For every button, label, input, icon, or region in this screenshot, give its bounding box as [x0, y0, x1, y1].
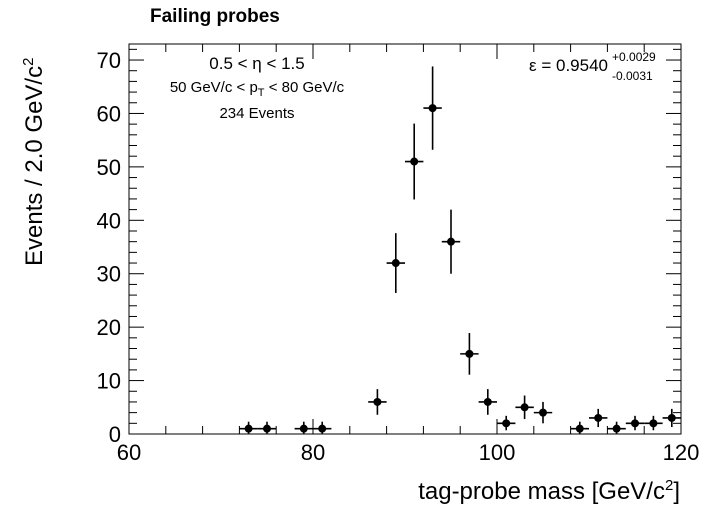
point-marker [373, 397, 382, 406]
y-tick-label: 10 [97, 369, 121, 394]
y-tick-label: 70 [97, 48, 121, 73]
point-marker [539, 408, 547, 417]
plot-frame [128, 43, 682, 435]
point-marker [575, 424, 584, 433]
data-point [423, 66, 442, 150]
data-point [662, 408, 681, 428]
data-points [239, 66, 681, 434]
data-point [625, 415, 645, 431]
point-marker [612, 424, 621, 433]
events-count-label: 234 Events [219, 105, 294, 122]
x-tick-label: 60 [117, 440, 141, 465]
point-marker [318, 424, 327, 433]
y-tick-label: 50 [97, 155, 121, 180]
y-tick-label: 0 [109, 422, 121, 447]
data-point [441, 209, 461, 274]
y-axis-title: Events / 2.0 GeV/c2 [20, 58, 48, 266]
data-point [644, 415, 663, 431]
point-marker [299, 424, 308, 433]
data-point [313, 421, 332, 434]
x-tick-label: 80 [301, 440, 325, 465]
point-marker [428, 104, 437, 113]
y-tick-label: 20 [97, 315, 121, 340]
tick-labels: 60 80 100 120 0 10 20 30 40 50 60 70 [97, 48, 700, 465]
axis-ticks [128, 44, 682, 435]
efficiency-label: ε = 0.9540 [529, 56, 608, 75]
data-point [460, 333, 479, 375]
point-marker [502, 419, 511, 428]
y-tick-label: 40 [97, 208, 121, 233]
point-marker [391, 259, 400, 268]
data-point [368, 389, 387, 415]
point-marker [667, 413, 676, 422]
point-marker [263, 424, 271, 433]
x-axis-title: tag-probe mass [GeV/c2] [418, 477, 680, 505]
data-point [533, 401, 553, 424]
data-point [294, 421, 313, 434]
efficiency-error-down: -0.0031 [612, 69, 653, 83]
point-marker [649, 419, 658, 428]
x-tick-label: 120 [663, 440, 700, 465]
data-point [570, 421, 589, 434]
point-marker [483, 397, 492, 406]
data-point [515, 395, 534, 420]
data-point [239, 421, 258, 434]
point-marker [520, 403, 529, 412]
y-tick-label: 30 [97, 262, 121, 287]
data-point [607, 421, 626, 434]
chart-title: Failing probes [150, 6, 280, 27]
data-point [386, 233, 405, 293]
data-point [589, 408, 608, 428]
data-point [405, 123, 424, 200]
x-tick-label: 100 [479, 440, 516, 465]
point-marker [631, 419, 639, 428]
pt-range-label: 50 GeV/c < pT < 80 GeV/c [170, 79, 345, 99]
data-point [257, 421, 277, 434]
point-marker [465, 349, 474, 358]
eta-range-label: 0.5 < η < 1.5 [209, 54, 304, 73]
data-point [497, 415, 516, 431]
y-tick-label: 60 [97, 101, 121, 126]
data-point [478, 389, 497, 415]
point-marker [447, 237, 455, 246]
efficiency-error-up: +0.0029 [612, 50, 656, 64]
point-marker [410, 157, 419, 166]
point-marker [244, 424, 253, 433]
point-marker [594, 413, 603, 422]
